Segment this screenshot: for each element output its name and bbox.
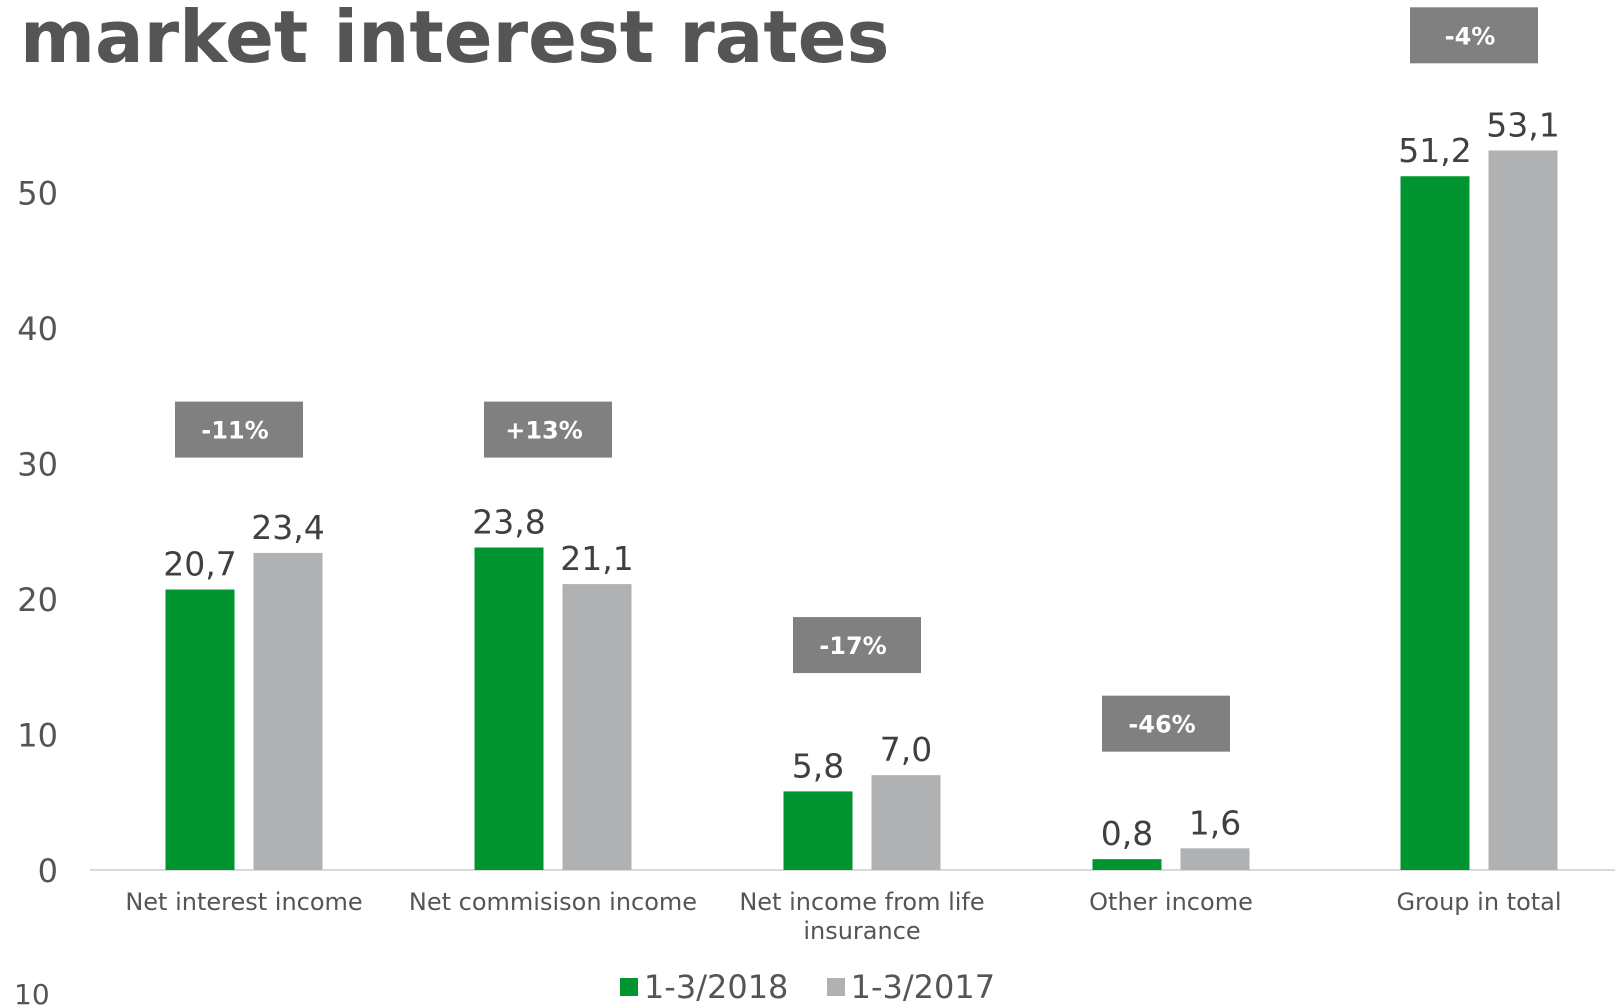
data-label: 0,8 [1101, 814, 1153, 853]
x-category-label: insurance [803, 917, 920, 945]
bar-2018 [474, 547, 544, 870]
bar-2017 [1488, 150, 1558, 870]
y-tick-label: 20 [17, 581, 58, 619]
corner-axis-label: 10 [14, 978, 50, 1006]
x-category-label: Net commisison income [409, 888, 697, 916]
data-label: 21,1 [560, 539, 633, 578]
legend-swatch-2017 [826, 978, 845, 996]
bar-2017 [253, 552, 323, 870]
change-badge-label: +13% [505, 417, 583, 445]
y-tick-label: 40 [17, 310, 58, 348]
x-category-label: Other income [1089, 888, 1253, 916]
legend-item-2017: 1-3/2017 [826, 968, 996, 1006]
y-tick-label: 50 [17, 175, 58, 213]
y-tick-label: 0 [38, 852, 58, 890]
change-badge [1410, 7, 1538, 64]
change-badge-label: -4% [1445, 22, 1496, 50]
x-category-label: Net income from life [739, 888, 984, 916]
y-tick-label: 30 [17, 446, 58, 484]
data-label: 1,6 [1189, 803, 1241, 842]
bar-2017 [1180, 848, 1250, 870]
data-label: 23,8 [472, 503, 545, 542]
legend-label-2018: 1-3/2018 [643, 968, 789, 1006]
data-label: 53,1 [1486, 105, 1559, 144]
bar-2017 [562, 584, 632, 870]
income-bar-chart: 0 10 20 30 40 50 20,7 23,8 5,8 0,8 51,2 23,4 21,1 7,0… [17, 7, 1615, 945]
data-label: 20,7 [163, 545, 236, 584]
bar-2018 [1400, 176, 1470, 871]
legend-swatch-2018 [619, 978, 638, 996]
y-tick-label: 10 [17, 717, 58, 755]
page-title: market interest rates [20, 0, 890, 79]
bar-2018 [1092, 859, 1162, 870]
x-category-label: Net interest income [125, 888, 362, 916]
bar-2018 [783, 791, 853, 870]
data-label: 7,0 [880, 730, 932, 769]
bar-2018 [165, 589, 235, 870]
bar-2017 [871, 775, 941, 870]
data-label: 51,2 [1398, 131, 1471, 170]
change-badge [175, 401, 303, 458]
change-badge [793, 617, 921, 674]
change-badge-label: -46% [1128, 711, 1195, 739]
change-badge-label: -17% [819, 632, 886, 660]
change-badge [1102, 695, 1230, 752]
chart-legend: 1-3/2018 1-3/2017 [0, 968, 1615, 1006]
legend-item-2018: 1-3/2018 [619, 968, 789, 1006]
change-badge [484, 401, 612, 458]
change-badge-label: -11% [201, 417, 268, 445]
legend-label-2017: 1-3/2017 [850, 968, 996, 1006]
x-category-label: Group in total [1396, 888, 1561, 916]
data-label: 23,4 [251, 508, 324, 547]
data-label: 5,8 [792, 746, 844, 785]
